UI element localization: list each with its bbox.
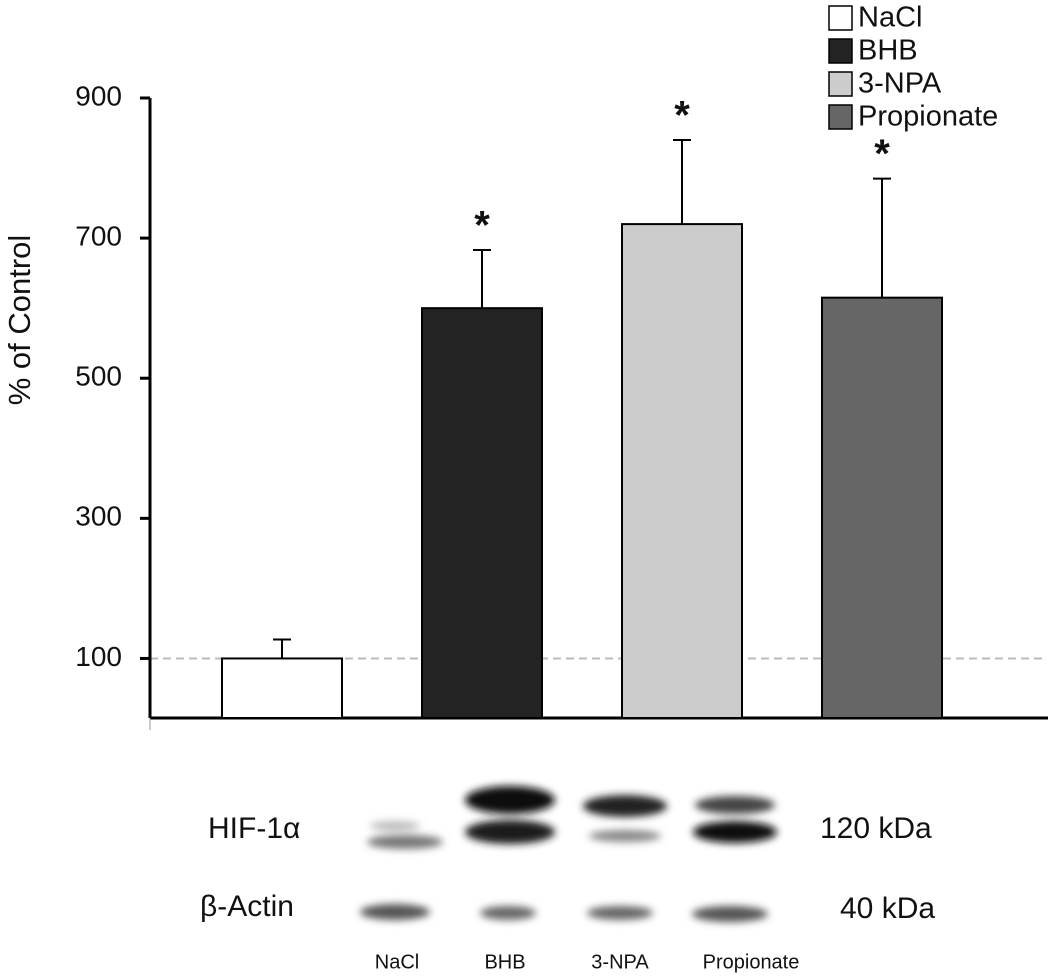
legend-swatch [828, 5, 853, 31]
y-tick-label: 500 [75, 361, 122, 392]
blot-row-label: HIF-1α [208, 812, 300, 845]
significance-mark: * [474, 204, 490, 248]
bar [421, 307, 543, 719]
blot-row-size: 120 kDa [820, 812, 932, 845]
y-tick-label: 300 [75, 501, 122, 532]
bar [821, 296, 943, 719]
bar [221, 657, 343, 719]
legend-label: BHB [858, 35, 918, 67]
legend-label: Propionate [858, 101, 998, 133]
legend-label: 3-NPA [858, 68, 942, 100]
y-tick-label: 700 [75, 221, 122, 252]
y-tick-label: 900 [75, 80, 122, 111]
significance-mark: * [874, 132, 890, 176]
blot-lane-label: NaCl [375, 951, 419, 973]
y-axis-label: % of Control [2, 235, 37, 406]
blot-lane-label: 3-NPA [591, 951, 649, 973]
significance-mark: * [674, 94, 690, 138]
legend-label: NaCl [858, 2, 922, 34]
blot-lane-label: Propionate [703, 951, 800, 973]
blot-bands [360, 786, 777, 922]
blot-row-size: 40 kDa [840, 892, 935, 925]
legend-swatch [828, 71, 853, 97]
bar [621, 223, 743, 720]
legend-swatch [828, 38, 853, 64]
blot-lane-label: BHB [484, 951, 525, 973]
y-tick-label: 100 [75, 641, 122, 672]
blot-row-label: β-Actin [200, 890, 294, 923]
legend-swatch [828, 104, 853, 130]
